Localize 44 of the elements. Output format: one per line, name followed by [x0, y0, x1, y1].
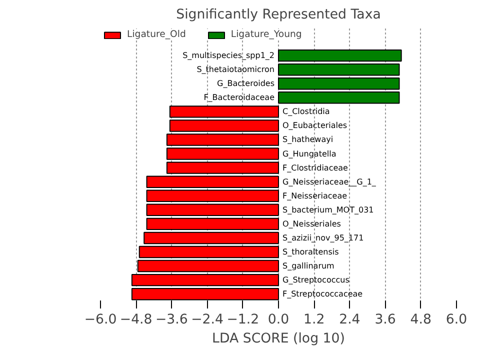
chart-title: Significantly Represented Taxa — [176, 8, 381, 22]
y-tick-label: S_hathewayi — [282, 135, 334, 144]
y-tick-label: O_Eubacteriales — [282, 121, 348, 130]
y-tick-label: S_thetaiotaomicron — [196, 65, 275, 74]
x-tick-label: −1.2 — [226, 312, 260, 328]
y-tick-label: F_Neisseriaceae — [282, 191, 348, 200]
x-tick-label: 4.8 — [410, 312, 432, 328]
x-tick-label: 0.0 — [268, 312, 290, 328]
x-tick-label: −3.6 — [156, 312, 188, 328]
bar — [144, 232, 279, 244]
legend-label: Ligature_Young — [230, 29, 302, 40]
y-tick-label: G_Hungatella — [282, 149, 336, 158]
x-tick-label: −6.0 — [84, 312, 117, 328]
bar — [278, 49, 402, 62]
y-tick-label: G_Bacteroides — [217, 79, 275, 88]
x-tick-label: 1.2 — [304, 312, 325, 328]
x-tick-label: 2.4 — [339, 312, 360, 328]
bar — [138, 246, 279, 258]
y-tick-label: C_Clostridia — [282, 107, 330, 116]
y-tick-label: S_multispecies_spp1_2 — [182, 51, 274, 60]
y-tick-label: S_gallinarum — [282, 262, 335, 271]
y-tick-label: F_Streptococcaceae — [282, 290, 363, 299]
x-tick-label: −4.8 — [120, 312, 152, 328]
y-tick-label: S_thoraltensis — [282, 247, 339, 256]
y-tick-label: S_bacterium_MOT_031 — [282, 205, 374, 214]
bar — [146, 218, 279, 230]
x-tick-label: 6.0 — [446, 312, 468, 328]
y-tick-label: F_Clostridiaceae — [282, 163, 348, 172]
x-tick-label: −2.4 — [191, 312, 224, 328]
bar — [146, 204, 279, 216]
legend-label: Ligature_Old — [127, 29, 186, 40]
y-tick-label: F_Bacteroidaceae — [204, 93, 275, 102]
bar — [131, 274, 279, 286]
bar — [278, 78, 400, 90]
bar — [278, 63, 400, 76]
y-tick-label: G_Neisseriaceae__G_1_ — [282, 177, 377, 186]
x-axis-title: LDA SCORE (log 10) — [212, 332, 345, 346]
bar — [137, 260, 279, 272]
y-tick-label: G_Streptococcus — [282, 276, 350, 285]
bar — [278, 92, 400, 104]
y-tick-label: S_azizii_nov_95_171 — [282, 233, 364, 242]
y-tick-label: O_Neisseriales — [282, 219, 341, 228]
bar — [146, 190, 279, 202]
x-tick-label: 3.6 — [374, 312, 396, 328]
